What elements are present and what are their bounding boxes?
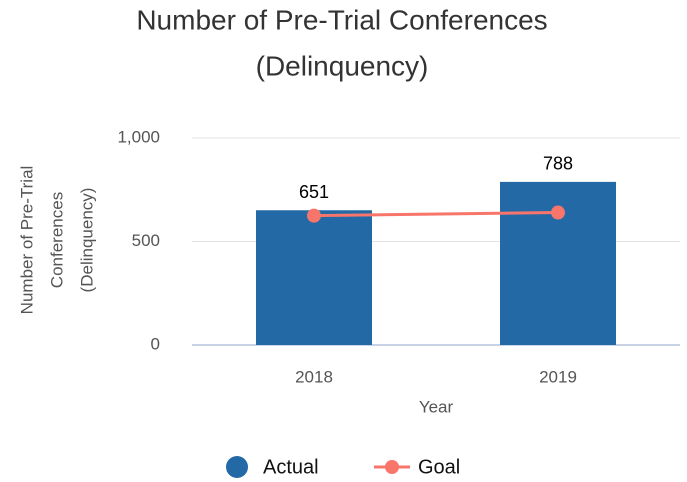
- legend-label: Actual: [263, 456, 319, 478]
- goal-point: [307, 208, 321, 223]
- legend-symbol: [226, 456, 248, 478]
- y-axis-label: Number of Pre-Trial Conferences (Delinquen…: [17, 166, 96, 315]
- y-tick-label: 1,000: [117, 127, 160, 146]
- x-axis-label: Year: [419, 397, 454, 416]
- legend-label: Goal: [418, 456, 460, 478]
- y-axis-label-line: Conferences: [47, 192, 66, 288]
- y-tick-label: 500: [132, 231, 160, 250]
- y-tick-label: 0: [151, 334, 160, 353]
- goal-point: [551, 205, 565, 220]
- chart-title: (Delinquency): [256, 50, 429, 81]
- chart-title: Number of Pre-Trial Conferences: [136, 4, 547, 35]
- data-label: 651: [299, 182, 329, 202]
- goal-line: [313, 211, 559, 218]
- x-tick-label: 2019: [539, 367, 577, 386]
- y-axis-label-line: (Delinquency): [77, 188, 96, 293]
- legend-symbol: [385, 460, 399, 474]
- y-axis-label-line: Number of Pre-Trial: [17, 166, 36, 315]
- data-label: 788: [543, 154, 573, 174]
- bar: [256, 210, 372, 345]
- x-tick-label: 2018: [295, 367, 333, 386]
